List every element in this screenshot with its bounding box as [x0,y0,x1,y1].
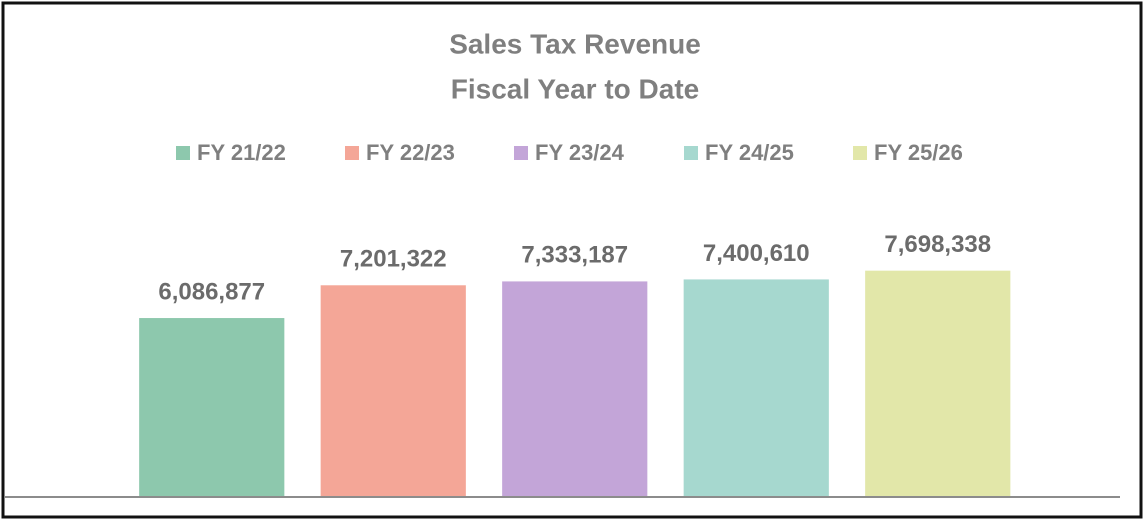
legend-swatch [345,146,359,160]
data-label: 7,333,187 [521,242,628,269]
bar [683,279,829,497]
bar [139,318,285,497]
chart-subtitle: Fiscal Year to Date [451,73,700,104]
legend-swatch [176,146,190,160]
legend-swatch [853,146,867,160]
data-label: 6,086,877 [158,278,265,305]
legend-label: FY 23/24 [535,140,625,165]
data-label: 7,201,322 [340,246,447,273]
data-label: 7,400,610 [703,240,810,267]
bar [320,285,466,497]
legend-label: FY 21/22 [197,140,286,165]
bar [502,281,648,497]
legend-label: FY 22/23 [366,140,455,165]
legend-label: FY 24/25 [705,140,794,165]
data-label: 7,698,338 [884,231,991,258]
bar [865,270,1011,497]
chart-title: Sales Tax Revenue [449,28,701,59]
legend-swatch [514,146,528,160]
legend-label: FY 25/26 [874,140,963,165]
legend-swatch [684,146,698,160]
